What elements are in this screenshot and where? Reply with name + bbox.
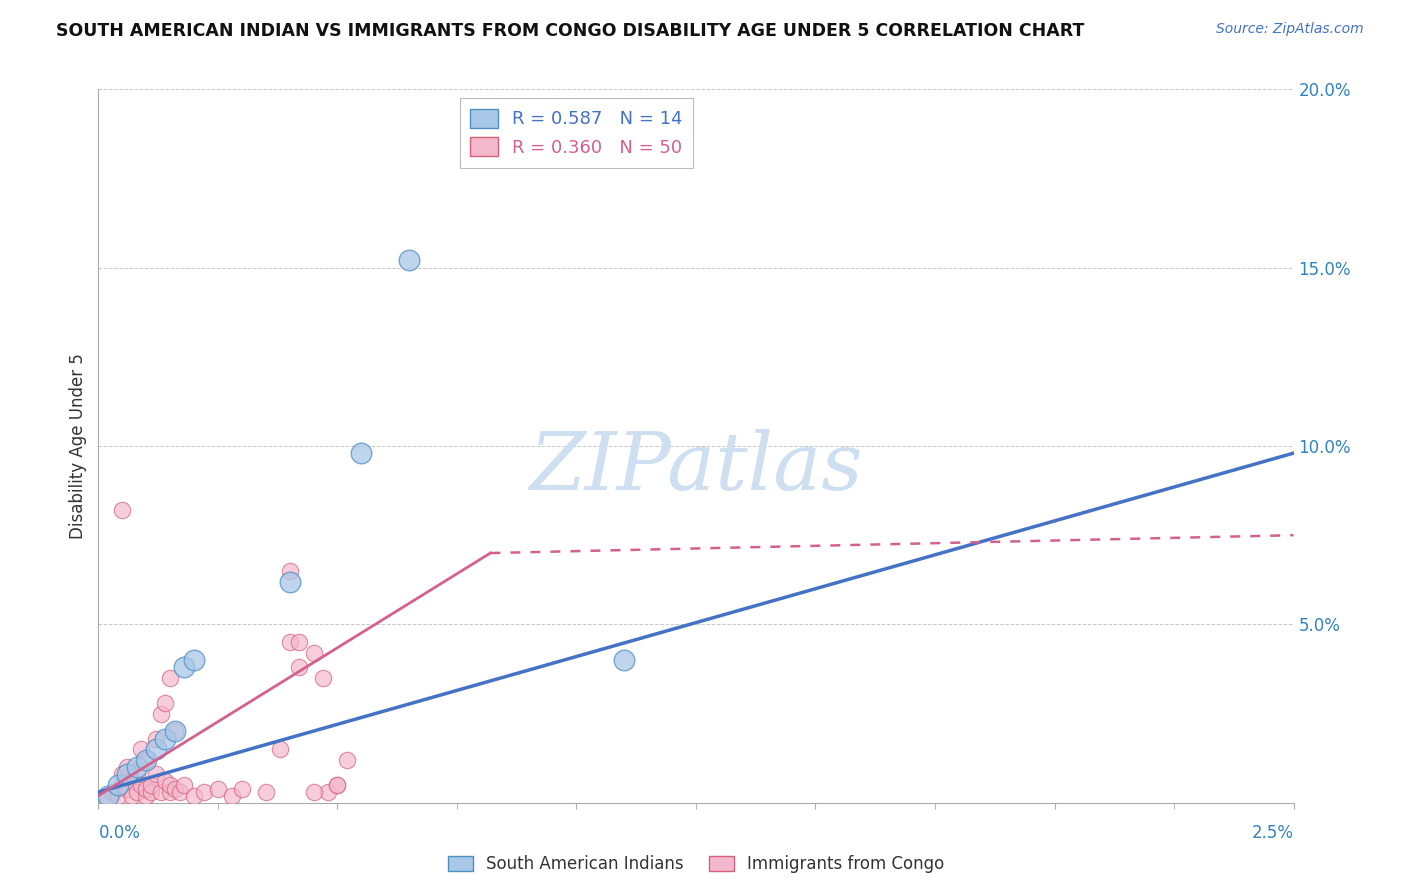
Point: [163, 724, 186, 739]
Point: [131, 742, 153, 756]
Point: [254, 785, 277, 799]
Point: [115, 760, 138, 774]
Text: SOUTH AMERICAN INDIAN VS IMMIGRANTS FROM CONGO DISABILITY AGE UNDER 5 CORRELATIO: SOUTH AMERICAN INDIAN VS IMMIGRANTS FROM…: [56, 22, 1084, 40]
Point: [155, 731, 177, 746]
Point: [125, 785, 148, 799]
Point: [183, 789, 205, 803]
Point: [221, 789, 243, 803]
Text: Source: ZipAtlas.com: Source: ZipAtlas.com: [1216, 22, 1364, 37]
Point: [302, 785, 325, 799]
Point: [169, 785, 191, 799]
Point: [278, 564, 301, 578]
Point: [288, 635, 311, 649]
Point: [350, 446, 373, 460]
Text: 2.5%: 2.5%: [1251, 823, 1294, 841]
Point: [145, 731, 167, 746]
Text: 0.0%: 0.0%: [98, 823, 141, 841]
Point: [101, 785, 124, 799]
Point: [111, 778, 134, 792]
Point: [278, 635, 301, 649]
Point: [278, 574, 301, 589]
Point: [163, 781, 186, 796]
Point: [135, 789, 157, 803]
Point: [269, 742, 291, 756]
Point: [288, 660, 311, 674]
Point: [111, 767, 134, 781]
Point: [326, 778, 349, 792]
Point: [159, 778, 181, 792]
Point: [115, 781, 138, 796]
Point: [97, 789, 120, 803]
Point: [115, 767, 138, 781]
Point: [326, 778, 349, 792]
Point: [145, 742, 167, 756]
Text: ZIPatlas: ZIPatlas: [529, 429, 863, 506]
Point: [149, 785, 172, 799]
Legend: South American Indians, Immigrants from Congo: South American Indians, Immigrants from …: [441, 849, 950, 880]
Point: [173, 778, 195, 792]
Point: [316, 785, 339, 799]
Point: [155, 696, 177, 710]
Point: [173, 660, 195, 674]
Point: [125, 760, 148, 774]
Point: [125, 767, 148, 781]
Point: [135, 753, 157, 767]
Point: [97, 792, 120, 806]
Point: [107, 778, 129, 792]
Point: [121, 774, 143, 789]
Point: [135, 753, 157, 767]
Point: [139, 778, 162, 792]
Point: [135, 781, 157, 796]
Point: [312, 671, 335, 685]
Point: [155, 774, 177, 789]
Point: [336, 753, 359, 767]
Point: [159, 785, 181, 799]
Point: [398, 253, 420, 268]
Point: [107, 789, 129, 803]
Point: [145, 767, 167, 781]
Point: [302, 646, 325, 660]
Point: [121, 789, 143, 803]
Point: [207, 781, 229, 796]
Point: [193, 785, 215, 799]
Point: [159, 671, 181, 685]
Point: [183, 653, 205, 667]
Point: [231, 781, 253, 796]
Point: [139, 785, 162, 799]
Point: [111, 503, 134, 517]
Point: [149, 706, 172, 721]
Point: [613, 653, 636, 667]
Y-axis label: Disability Age Under 5: Disability Age Under 5: [69, 353, 87, 539]
Point: [131, 778, 153, 792]
Point: [163, 724, 186, 739]
